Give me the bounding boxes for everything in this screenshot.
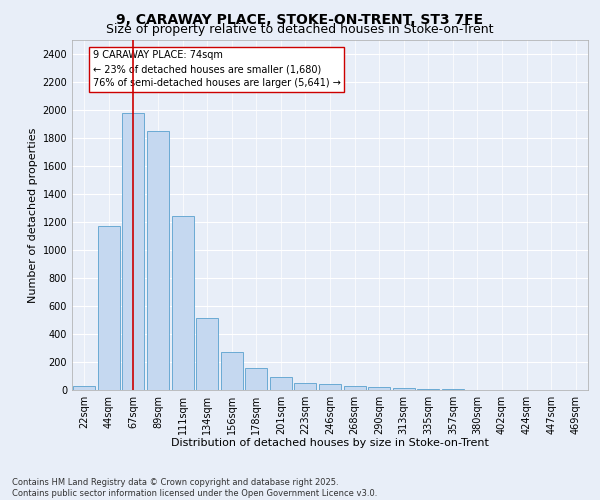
Bar: [245, 368, 268, 390]
Bar: [344, 386, 365, 390]
Bar: [172, 216, 194, 390]
Bar: [147, 131, 169, 390]
Bar: [196, 318, 218, 390]
X-axis label: Distribution of detached houses by size in Stoke-on-Trent: Distribution of detached houses by size …: [171, 438, 489, 448]
Bar: [319, 384, 341, 390]
Bar: [98, 226, 120, 390]
Bar: [392, 388, 415, 390]
Text: Contains HM Land Registry data © Crown copyright and database right 2025.
Contai: Contains HM Land Registry data © Crown c…: [12, 478, 377, 498]
Bar: [417, 389, 439, 390]
Bar: [295, 383, 316, 390]
Bar: [122, 113, 145, 390]
Bar: [73, 386, 95, 390]
Y-axis label: Number of detached properties: Number of detached properties: [28, 128, 38, 302]
Text: 9, CARAWAY PLACE, STOKE-ON-TRENT, ST3 7FE: 9, CARAWAY PLACE, STOKE-ON-TRENT, ST3 7F…: [116, 12, 484, 26]
Text: 9 CARAWAY PLACE: 74sqm
← 23% of detached houses are smaller (1,680)
76% of semi-: 9 CARAWAY PLACE: 74sqm ← 23% of detached…: [92, 50, 341, 88]
Bar: [221, 352, 243, 390]
Bar: [270, 378, 292, 390]
Text: Size of property relative to detached houses in Stoke-on-Trent: Size of property relative to detached ho…: [106, 22, 494, 36]
Bar: [368, 387, 390, 390]
